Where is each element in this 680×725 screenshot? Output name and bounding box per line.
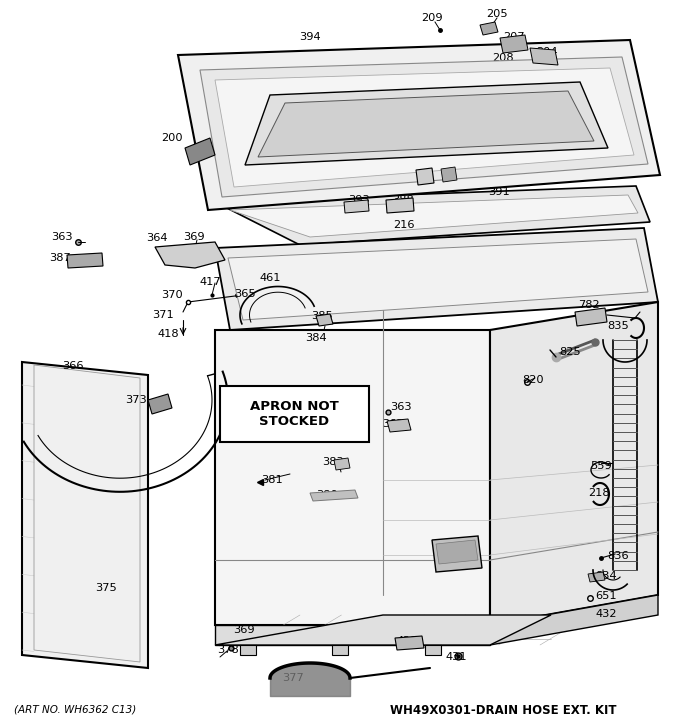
Polygon shape xyxy=(316,314,333,326)
Text: 375: 375 xyxy=(95,583,117,593)
Polygon shape xyxy=(245,82,608,165)
Polygon shape xyxy=(22,362,148,668)
Text: 366: 366 xyxy=(63,361,84,371)
Polygon shape xyxy=(67,253,103,268)
Polygon shape xyxy=(480,22,498,35)
Polygon shape xyxy=(240,645,256,655)
Text: 365: 365 xyxy=(234,289,256,299)
Polygon shape xyxy=(185,138,215,165)
Polygon shape xyxy=(500,35,528,53)
Text: APRON NOT
STOCKED: APRON NOT STOCKED xyxy=(250,400,339,428)
Polygon shape xyxy=(332,645,348,655)
Text: 461: 461 xyxy=(259,273,281,283)
Text: WH49X0301-DRAIN HOSE EXT. KIT: WH49X0301-DRAIN HOSE EXT. KIT xyxy=(390,703,617,716)
Polygon shape xyxy=(386,198,414,213)
Text: 369: 369 xyxy=(183,232,205,242)
Polygon shape xyxy=(575,308,607,326)
Polygon shape xyxy=(215,615,551,645)
Text: 377: 377 xyxy=(282,673,304,683)
Text: 218: 218 xyxy=(588,488,610,498)
Text: 651: 651 xyxy=(595,591,617,601)
Text: 206: 206 xyxy=(508,75,530,85)
Text: 431: 431 xyxy=(445,652,466,662)
Text: 369: 369 xyxy=(233,625,255,635)
Text: 385: 385 xyxy=(311,311,333,321)
Text: 370: 370 xyxy=(161,290,183,300)
Text: 394: 394 xyxy=(299,32,321,42)
Polygon shape xyxy=(490,595,658,645)
Text: 383: 383 xyxy=(322,457,344,467)
Text: 216: 216 xyxy=(450,167,472,177)
Polygon shape xyxy=(215,625,490,645)
Text: 559: 559 xyxy=(590,461,612,471)
Polygon shape xyxy=(148,394,172,414)
FancyBboxPatch shape xyxy=(220,386,369,442)
Polygon shape xyxy=(387,419,411,432)
Polygon shape xyxy=(258,91,594,157)
Text: 393: 393 xyxy=(348,195,370,205)
Polygon shape xyxy=(215,186,650,245)
Polygon shape xyxy=(530,48,558,65)
Text: 216: 216 xyxy=(393,220,415,230)
Text: 417: 417 xyxy=(199,277,221,287)
Text: 209: 209 xyxy=(421,13,443,23)
Text: 200: 200 xyxy=(161,133,183,143)
Polygon shape xyxy=(588,572,605,582)
Polygon shape xyxy=(215,68,634,187)
Polygon shape xyxy=(310,490,358,501)
Text: 421: 421 xyxy=(396,636,418,646)
Polygon shape xyxy=(178,40,660,210)
Text: 381: 381 xyxy=(261,475,283,485)
Polygon shape xyxy=(395,636,424,650)
Text: 820: 820 xyxy=(522,375,544,385)
Text: 432: 432 xyxy=(595,609,617,619)
Text: 391: 391 xyxy=(488,187,510,197)
Polygon shape xyxy=(432,536,482,572)
Polygon shape xyxy=(334,458,350,470)
Polygon shape xyxy=(344,200,369,213)
Text: 362: 362 xyxy=(382,419,404,429)
Polygon shape xyxy=(416,168,434,185)
Text: (ART NO. WH6362 C13): (ART NO. WH6362 C13) xyxy=(14,705,136,715)
Text: 205: 205 xyxy=(486,9,508,19)
Text: 208: 208 xyxy=(492,53,514,63)
Text: 418: 418 xyxy=(157,329,179,339)
Text: 378: 378 xyxy=(217,645,239,655)
Polygon shape xyxy=(441,167,457,182)
Polygon shape xyxy=(215,228,658,330)
Text: 388: 388 xyxy=(392,195,414,205)
Polygon shape xyxy=(228,239,648,320)
Polygon shape xyxy=(215,330,490,625)
Text: 364: 364 xyxy=(146,233,168,243)
Polygon shape xyxy=(155,242,225,268)
Text: 387: 387 xyxy=(49,253,71,263)
Text: 198: 198 xyxy=(236,105,258,115)
Text: 782: 782 xyxy=(578,300,600,310)
Text: 836: 836 xyxy=(607,551,629,561)
Text: 204: 204 xyxy=(537,47,558,57)
Polygon shape xyxy=(436,540,478,564)
Text: 373: 373 xyxy=(125,395,147,405)
Text: 207: 207 xyxy=(503,32,525,42)
Text: 371: 371 xyxy=(152,310,174,320)
Text: 363: 363 xyxy=(390,402,412,412)
Text: 835: 835 xyxy=(607,321,629,331)
Text: 380: 380 xyxy=(316,490,338,500)
Text: 386: 386 xyxy=(437,539,459,549)
Text: 834: 834 xyxy=(595,571,617,581)
Text: 384: 384 xyxy=(305,333,327,343)
Text: 825: 825 xyxy=(559,347,581,357)
Text: 363: 363 xyxy=(51,232,73,242)
Polygon shape xyxy=(490,302,658,625)
Text: 215: 215 xyxy=(425,167,447,177)
Polygon shape xyxy=(200,57,648,197)
Polygon shape xyxy=(425,645,441,655)
Polygon shape xyxy=(230,195,638,237)
